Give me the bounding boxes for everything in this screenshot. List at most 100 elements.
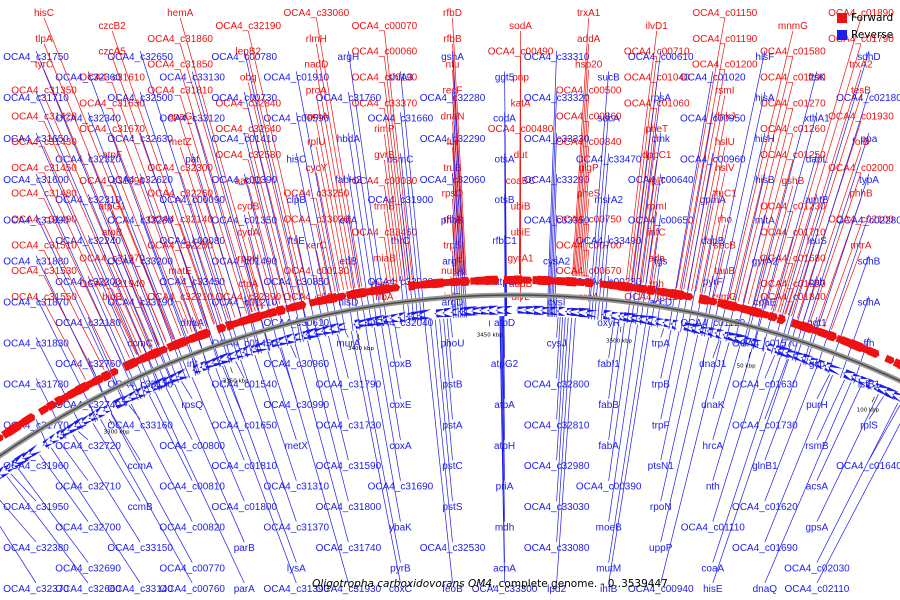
- reverse-gene-arrow: [568, 307, 585, 317]
- forward-gene-label: OCA4_c31430: [11, 137, 77, 148]
- forward-gene-connector: [691, 121, 726, 292]
- reverse-gene-label: OCA4_c31390: [264, 584, 330, 595]
- reverse-gene-label: OCA4_c31870: [3, 298, 69, 309]
- forward-gene-connector: [695, 147, 726, 292]
- reverse-gene-connector: [500, 316, 505, 522]
- reverse-gene-connector: [555, 296, 557, 317]
- forward-gene-connector: [774, 17, 862, 312]
- scale-tick-label: 3300 kbp: [104, 429, 130, 435]
- reverse-gene-connector: [388, 325, 401, 399]
- reverse-gene-label: OCA4_c02110: [784, 584, 849, 595]
- gene-label-layer: hisCtlpAtyrCOCA4_c31350OCA4_c31420OCA4_c…: [3, 8, 900, 595]
- forward-gene-label: OCA4_c31850: [147, 60, 213, 71]
- forward-gene-label: OCA4_c00100: [284, 292, 350, 303]
- reverse-gene-label: hbdA: [337, 134, 361, 145]
- reverse-gene-label: OCA4_c33170: [107, 379, 173, 390]
- forward-gene-label: hemA: [167, 8, 193, 19]
- forward-gene-arrow: [575, 278, 587, 287]
- forward-gene-label: OCA4_c00190: [352, 73, 418, 84]
- reverse-gene-arrow: [285, 333, 297, 344]
- reverse-gene-arrow: [73, 416, 88, 430]
- reverse-gene-connector: [139, 50, 240, 361]
- forward-gene-connector: [831, 250, 862, 330]
- reverse-gene-connector: [680, 153, 714, 332]
- reverse-gene-label: OCA4_c32710: [55, 482, 121, 493]
- scale-tick-mark: [108, 418, 113, 425]
- scale-tick-label: 50 kbp: [737, 363, 756, 369]
- reverse-gene-connector: [434, 319, 453, 502]
- forward-gene-connector: [247, 159, 286, 304]
- reverse-gene-label: ihfB: [600, 584, 618, 595]
- forward-gene-arrow: [749, 306, 762, 318]
- forward-gene-arrow: [379, 284, 392, 295]
- forward-gene-connector: [771, 237, 794, 311]
- reverse-gene-label: OCA4_c32340: [55, 113, 121, 124]
- reverse-gene-label: cph: [809, 277, 825, 288]
- reverse-gene-label: OCA4_c32500: [107, 93, 173, 104]
- reverse-gene-connector: [764, 358, 788, 420]
- forward-gene-connector: [452, 69, 465, 276]
- reverse-gene-label: OCA4_c00960: [680, 154, 746, 165]
- reverse-gene-arrow: [4, 462, 15, 473]
- reverse-gene-label: fabI1: [598, 359, 621, 370]
- reverse-gene-arrow: [741, 336, 756, 347]
- map-caption: Oligotropha carboxidovorans OM4, complet…: [0, 578, 900, 590]
- reverse-gene-connector: [35, 337, 83, 430]
- reverse-gene-arrow: [873, 382, 882, 392]
- reverse-gene-label: OCA4_c31960: [3, 461, 69, 472]
- reverse-gene-arrow: [154, 376, 171, 390]
- reverse-gene-arrow: [49, 433, 60, 444]
- forward-gene-label: czcB2: [98, 21, 126, 32]
- reverse-gene-arrow: [442, 307, 453, 318]
- reverse-gene-label: leuS: [807, 236, 827, 247]
- reverse-gene-label: hisH: [755, 134, 775, 145]
- reverse-gene-connector: [785, 91, 870, 359]
- forward-gene-label: rplU: [307, 137, 325, 148]
- reverse-gene-arrow: [722, 331, 731, 340]
- forward-gene-connector: [316, 43, 359, 288]
- reverse-gene-label: coxA: [389, 441, 412, 452]
- forward-gene-connector: [384, 134, 403, 281]
- reverse-gene-label: fgs: [654, 257, 667, 268]
- forward-gene-connector: [704, 198, 726, 294]
- reverse-gene-connector: [816, 379, 845, 440]
- reverse-gene-connector: [712, 359, 789, 584]
- reverse-gene-arrow: [609, 311, 619, 320]
- forward-gene-arrow: [698, 294, 710, 305]
- forward-gene-label: OCA4_c32210: [147, 292, 213, 303]
- reverse-gene-connector: [400, 153, 419, 322]
- scale-tick-mark: [748, 351, 751, 358]
- forward-gene-arrow: [817, 327, 830, 339]
- reverse-gene-connector: [350, 331, 401, 584]
- reverse-gene-label: OCA4_c31600: [3, 175, 69, 186]
- forward-gene-arrow: [627, 283, 641, 292]
- reverse-gene-connector: [87, 71, 201, 375]
- forward-gene-connector: [111, 288, 142, 353]
- forward-gene-label: OCA4_c31550: [11, 292, 77, 303]
- reverse-gene-label: rpsA: [650, 93, 671, 104]
- reverse-gene-label: OCA4_c30990: [264, 400, 330, 411]
- caption-range: , complete genome. - 0..3539447: [491, 578, 668, 590]
- reverse-gene-connector: [502, 316, 505, 399]
- forward-gene-connector: [784, 288, 794, 315]
- reverse-gene-connector: [35, 255, 113, 414]
- forward-gene-label: ada: [648, 253, 665, 264]
- forward-gene-connector: [111, 108, 196, 332]
- reverse-gene-label: mltA: [755, 216, 775, 227]
- reverse-gene-label: osmC: [387, 154, 413, 165]
- forward-gene-connector: [577, 121, 590, 277]
- reverse-gene-arrow: [95, 406, 106, 418]
- reverse-gene-label: fabB: [598, 400, 619, 411]
- forward-gene-connector: [43, 224, 114, 366]
- reverse-gene-connector: [439, 319, 453, 461]
- forward-gene-arrow: [460, 276, 471, 287]
- forward-gene-arrow: [21, 413, 35, 426]
- forward-gene-label: OCA4_c01890: [828, 8, 894, 19]
- reverse-gene-connector: [660, 331, 680, 420]
- forward-gene-connector: [747, 134, 794, 304]
- reverse-gene-connector: [556, 317, 566, 461]
- reverse-gene-label: OCA4_c33030: [524, 502, 590, 513]
- reverse-gene-arrow: [417, 309, 433, 320]
- reverse-gene-label: OCA4_c32240: [55, 236, 121, 247]
- forward-gene-connector: [316, 95, 352, 289]
